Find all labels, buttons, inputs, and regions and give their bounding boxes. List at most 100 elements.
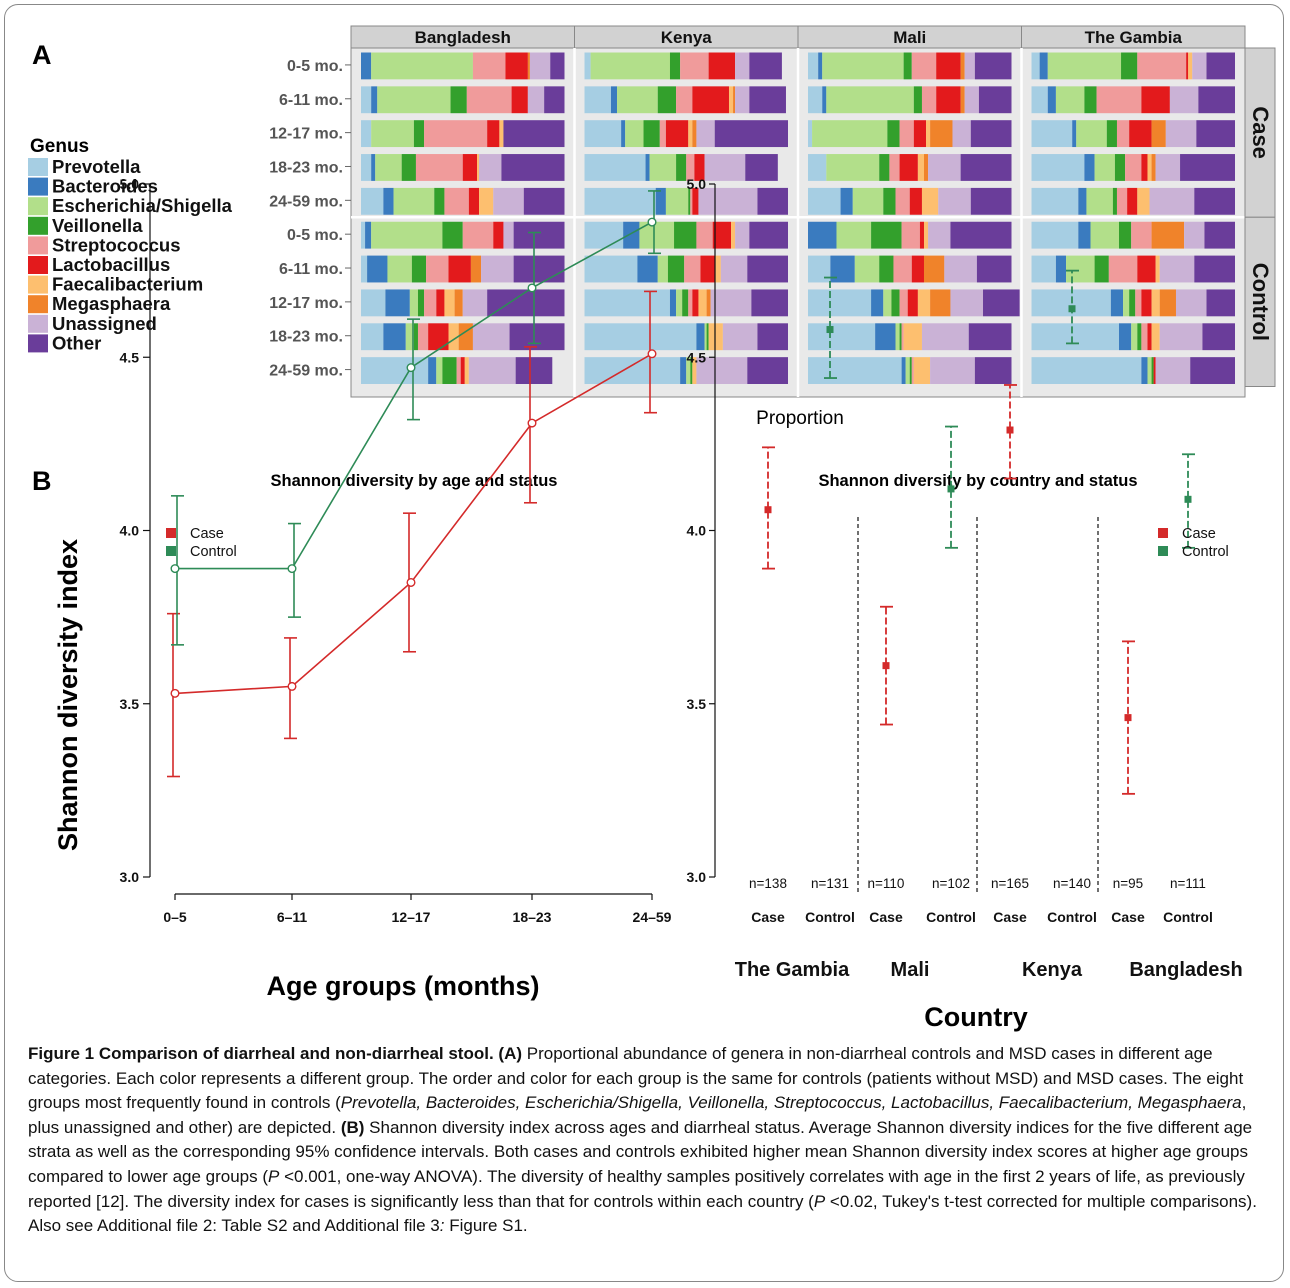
bar-segment-bangladesh-case-streptococcus bbox=[424, 120, 488, 148]
bar-segment-the-gambia-control-lactobacillus bbox=[1153, 357, 1156, 384]
bar-segment-the-gambia-control-streptococcus bbox=[1135, 289, 1142, 317]
bar-segment-mali-case-bacteroides bbox=[822, 86, 827, 114]
bar-segment-kenya-control-lactobacillus bbox=[700, 255, 715, 283]
caption-text-a1: Proportional abundance of genera in non-… bbox=[28, 1044, 1244, 1113]
bar-segment-mali-case-bacteroides bbox=[818, 52, 823, 80]
bar-segment-kenya-case-lactobacillus bbox=[665, 120, 689, 148]
legend-label-other: Other bbox=[52, 332, 101, 353]
bar-segment-the-gambia-case-bacteroides bbox=[1039, 52, 1048, 80]
bar-segment-the-gambia-control-escherichia-shigella bbox=[1131, 323, 1138, 351]
age-label: 18-23 mo. bbox=[269, 329, 343, 346]
sample-size-label: n=165 bbox=[991, 876, 1029, 891]
bar-segment-bangladesh-case-veillonella bbox=[434, 187, 445, 215]
bar-segment-the-gambia-case-lactobacillus bbox=[1127, 187, 1138, 215]
sample-size-label: n=138 bbox=[749, 876, 787, 891]
bar-segment-mali-control-other bbox=[968, 323, 1012, 351]
bar-segment-kenya-case-streptococcus bbox=[690, 187, 693, 215]
bar-segment-mali-control-other bbox=[974, 357, 1012, 384]
status-tick-label: Case bbox=[993, 909, 1027, 925]
bar-segment-mali-control-escherichia-shigella bbox=[895, 323, 900, 351]
x-tick-label: 18–23 bbox=[513, 909, 552, 925]
bar-segment-mali-control-streptococcus bbox=[901, 323, 904, 351]
bar-segment-mali-case-other bbox=[960, 154, 1012, 181]
bar-segment-kenya-case-lactobacillus bbox=[694, 154, 705, 181]
bar-segment-bangladesh-control-other bbox=[513, 221, 565, 249]
caption-p2: P bbox=[813, 1191, 826, 1211]
group-label-case: Case bbox=[1248, 106, 1273, 159]
bar-segment-kenya-control-unassigned bbox=[735, 221, 750, 249]
bar-segment-mali-control-veillonella bbox=[879, 255, 894, 283]
bar-segment-the-gambia-case-escherichia-shigella bbox=[1055, 86, 1085, 114]
bar-segment-mali-case-megasphaera bbox=[923, 154, 929, 181]
bar-segment-mali-control-veillonella bbox=[899, 323, 902, 351]
bar-segment-kenya-control-faecalibacterium bbox=[692, 357, 697, 384]
bar-segment-mali-control-other bbox=[950, 221, 1012, 249]
bar-segment-the-gambia-control-prevotella bbox=[1031, 221, 1079, 249]
bar-segment-the-gambia-case-prevotella bbox=[1031, 187, 1079, 215]
bar-segment-the-gambia-case-veillonella bbox=[1112, 187, 1117, 215]
bar-segment-mali-control-other bbox=[976, 255, 1012, 283]
bar-segment-bangladesh-control-other bbox=[487, 289, 565, 317]
bar-segment-bangladesh-case-unassigned bbox=[529, 52, 551, 80]
bar-segment-the-gambia-case-lactobacillus bbox=[1186, 52, 1189, 80]
bar-segment-kenya-control-veillonella bbox=[674, 221, 697, 249]
bar-segment-the-gambia-control-streptococcus bbox=[1108, 255, 1138, 283]
country-label-the-gambia: The Gambia bbox=[735, 959, 850, 981]
bar-segment-kenya-case-bacteroides bbox=[621, 120, 626, 148]
bar-segment-kenya-control-faecalibacterium bbox=[731, 221, 736, 249]
bar-segment-bangladesh-case-veillonella bbox=[450, 86, 467, 114]
bar-segment-kenya-control-prevotella bbox=[584, 323, 697, 351]
bar-segment-the-gambia-control-lactobacillus bbox=[1147, 323, 1152, 351]
bar-segment-kenya-case-megasphaera bbox=[733, 86, 736, 114]
bar-segment-kenya-control-escherichia-shigella bbox=[657, 255, 668, 283]
bar-segment-the-gambia-control-escherichia-shigella bbox=[1066, 255, 1095, 283]
bar-segment-mali-case-other bbox=[970, 120, 1012, 148]
bar-segment-bangladesh-control-streptococcus bbox=[462, 221, 494, 249]
bar-segment-mali-case-prevotella bbox=[808, 187, 841, 215]
bar-segment-the-gambia-control-megasphaera bbox=[1159, 289, 1176, 317]
bar-segment-kenya-control-other bbox=[747, 255, 788, 283]
status-tick-label: Control bbox=[926, 909, 976, 925]
bar-segment-mali-case-unassigned bbox=[964, 52, 975, 80]
bar-segment-the-gambia-control-bacteroides bbox=[1141, 357, 1148, 384]
bar-segment-the-gambia-case-lactobacillus bbox=[1141, 154, 1148, 181]
bar-segment-the-gambia-control-veillonella bbox=[1151, 357, 1154, 384]
bar-segment-mali-case-veillonella bbox=[883, 187, 896, 215]
bar-segment-kenya-case-veillonella bbox=[657, 86, 677, 114]
bar-segment-bangladesh-case-lactobacillus bbox=[511, 86, 528, 114]
panel-b-country-chart: Shannon diversity by country and status … bbox=[687, 176, 1243, 1032]
bar-segment-the-gambia-case-prevotella bbox=[1031, 120, 1073, 148]
status-tick-label: Control bbox=[1163, 909, 1213, 925]
bar-segment-bangladesh-control-prevotella bbox=[361, 221, 366, 249]
bar-segment-mali-case-megasphaera bbox=[930, 120, 953, 148]
bar-segment-kenya-control-faecalibacterium bbox=[708, 323, 723, 351]
bar-segment-bangladesh-control-escherichia-shigella bbox=[387, 255, 412, 283]
bar-segment-bangladesh-control-lactobacillus bbox=[428, 323, 449, 351]
status-tick-label: Control bbox=[1047, 909, 1097, 925]
data-point-case bbox=[170, 688, 180, 698]
bar-segment-kenya-case-other bbox=[757, 187, 788, 215]
legend-label-prevotella: Prevotella bbox=[52, 156, 141, 177]
bar-segment-mali-control-escherichia-shigella bbox=[905, 357, 910, 384]
bar-segment-bangladesh-control-bacteroides bbox=[428, 357, 437, 384]
bar-segment-bangladesh-control-lactobacillus bbox=[460, 357, 465, 384]
bar-segment-kenya-control-escherichia-shigella bbox=[704, 323, 707, 351]
bar-segment-the-gambia-case-megasphaera bbox=[1151, 120, 1166, 148]
y-tick-label: 4.5 bbox=[687, 349, 707, 365]
bar-segment-the-gambia-case-bacteroides bbox=[1078, 187, 1087, 215]
bar-segment-kenya-control-other bbox=[749, 221, 788, 249]
bar-segment-kenya-case-veillonella bbox=[676, 154, 687, 181]
figure-caption: Figure 1 Comparison of diarrheal and non… bbox=[28, 1042, 1268, 1239]
mean-point-kenya-control bbox=[1068, 305, 1076, 313]
bar-segment-kenya-control-faecalibacterium bbox=[698, 289, 707, 317]
panel-b1-xlabel: Age groups (months) bbox=[267, 971, 540, 1001]
bar-segment-mali-control-unassigned bbox=[921, 323, 969, 351]
bar-segment-bangladesh-case-bacteroides bbox=[383, 187, 394, 215]
sample-size-label: n=102 bbox=[932, 876, 970, 891]
bar-segment-kenya-control-prevotella bbox=[584, 357, 681, 384]
bar-segment-bangladesh-case-escherichia-shigella bbox=[371, 120, 414, 148]
bar-segment-kenya-control-veillonella bbox=[667, 255, 685, 283]
bar-segment-the-gambia-case-faecalibacterium bbox=[1137, 187, 1150, 215]
status-tick-label: Case bbox=[1111, 909, 1145, 925]
bar-segment-kenya-control-other bbox=[747, 357, 788, 384]
